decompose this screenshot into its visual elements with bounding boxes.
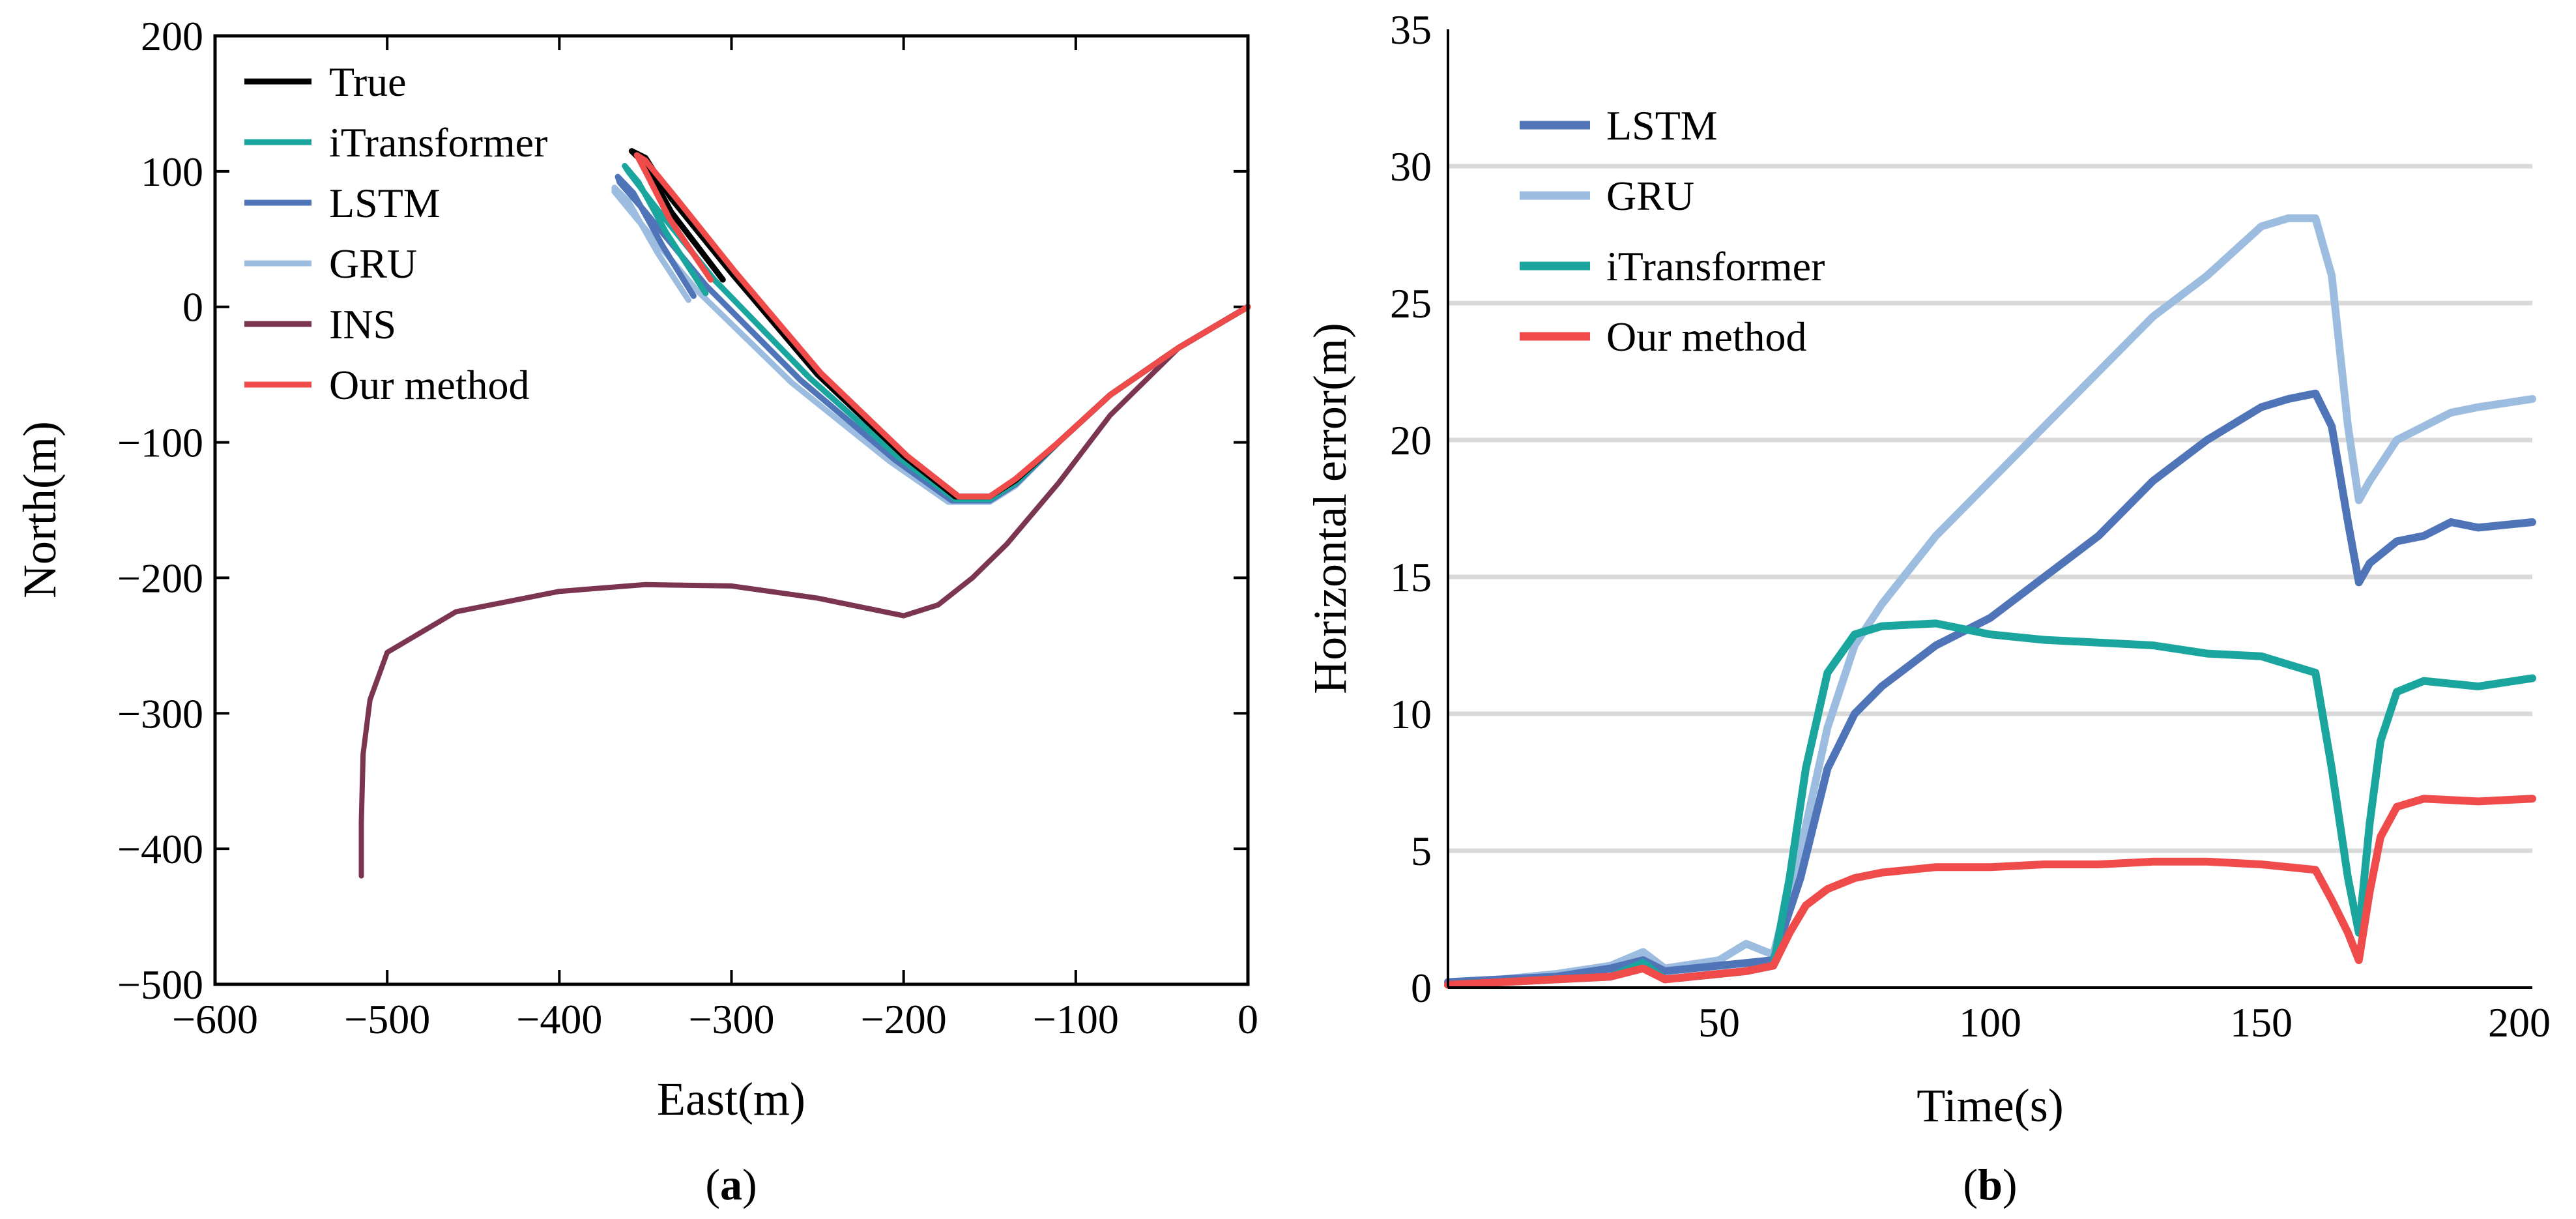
panel-a-legend-label-true: True: [329, 59, 407, 105]
panel-a-x-tick-label: −100: [1033, 996, 1119, 1042]
panel-a-trajectory-plot: −600 −500 −400 −300 −200 −100 02001000−100−200…: [14, 13, 1258, 1209]
panel-a-legend-label-ins: INS: [329, 301, 396, 347]
panel-a-legend-label-lstm: LSTM: [329, 180, 441, 226]
panel-b-y-tick-label: 10: [1390, 691, 1432, 737]
panel-b-y-tick-label: 30: [1390, 143, 1432, 190]
panel-b-caption-open: (: [1963, 1160, 1978, 1209]
panel-b-tick-labels: 0 5 10 15 20 25 30 35 50 100 150 200: [1390, 7, 2551, 1046]
panel-a-caption: (a): [705, 1160, 757, 1209]
panel-b-error-plot: 0 5 10 15 20 25 30 35 50 100 150 200 Time(s) Horizo…: [1304, 7, 2551, 1209]
panel-b-y-tick-label: 35: [1390, 7, 1432, 53]
panel-a-x-tick-label: −500: [344, 996, 430, 1042]
panel-b-y-tick-label: 15: [1390, 554, 1432, 600]
panel-a-y-axis-label: North(m): [14, 421, 66, 598]
panel-a-plot-area: [215, 36, 1248, 984]
panel-a-y-tick-label: 100: [141, 149, 203, 195]
panel-a-legend-label-our-method: Our method: [329, 362, 530, 408]
panel-a-y-tick-label: −500: [117, 962, 203, 1008]
panel-a-y-tick-label: −200: [117, 555, 203, 601]
panel-b-caption-letter: b: [1978, 1160, 2003, 1209]
panel-b-x-tick-label: 150: [2230, 999, 2293, 1046]
panel-b-x-axis-label: Time(s): [1917, 1079, 2063, 1132]
panel-b-legend-label-our-method: Our method: [1606, 314, 1807, 360]
panel-a-x-tick-label: −200: [861, 996, 947, 1042]
panel-a-y-tick-label: 0: [182, 284, 203, 330]
panel-a-legend-label-itransformer: iTransformer: [329, 119, 547, 166]
panel-a-caption-open: (: [705, 1160, 720, 1209]
panel-b-y-tick-label: 5: [1411, 828, 1432, 874]
panel-b-x-tick-label: 200: [2488, 999, 2551, 1046]
panel-b-x-tick-label: 100: [1959, 999, 2021, 1046]
panel-b-y-tick-label: 20: [1390, 417, 1432, 463]
panel-a-caption-close: ): [742, 1160, 757, 1209]
panel-b-y-tick-label: 25: [1390, 280, 1432, 327]
panel-b-y-axis-label: Horizontal error(m): [1304, 323, 1356, 694]
panel-a-y-tick-label: −300: [117, 690, 203, 737]
panel-a-x-axis-label: East(m): [657, 1073, 805, 1125]
panel-b-legend-label-itransformer: iTransformer: [1606, 243, 1825, 289]
panel-b-legend-label-lstm: LSTM: [1606, 102, 1718, 149]
panel-b-x-tick-label: 50: [1698, 999, 1740, 1046]
panel-b-legend: LSTM GRU iTransformer Our method: [1520, 102, 1825, 360]
panel-b-legend-label-gru: GRU: [1606, 173, 1694, 219]
panel-a-y-tick-label: −400: [117, 826, 203, 872]
panel-a-y-tick-label: 200: [141, 13, 203, 59]
panel-a-caption-letter: a: [720, 1160, 742, 1209]
panel-a-y-tick-label: −100: [117, 420, 203, 466]
panel-a-x-tick-label: −300: [688, 996, 774, 1042]
panel-b-series-itransformer-line: [1448, 623, 2532, 984]
panel-a-legend-label-gru: GRU: [329, 241, 417, 287]
panel-a-x-tick-label: 0: [1237, 996, 1258, 1042]
panel-a-x-tick-label: −400: [516, 996, 602, 1042]
panel-b-y-tick-label: 0: [1411, 965, 1432, 1011]
panel-b-caption-close: ): [2003, 1160, 2018, 1209]
panel-b-caption: (b): [1963, 1160, 2017, 1209]
